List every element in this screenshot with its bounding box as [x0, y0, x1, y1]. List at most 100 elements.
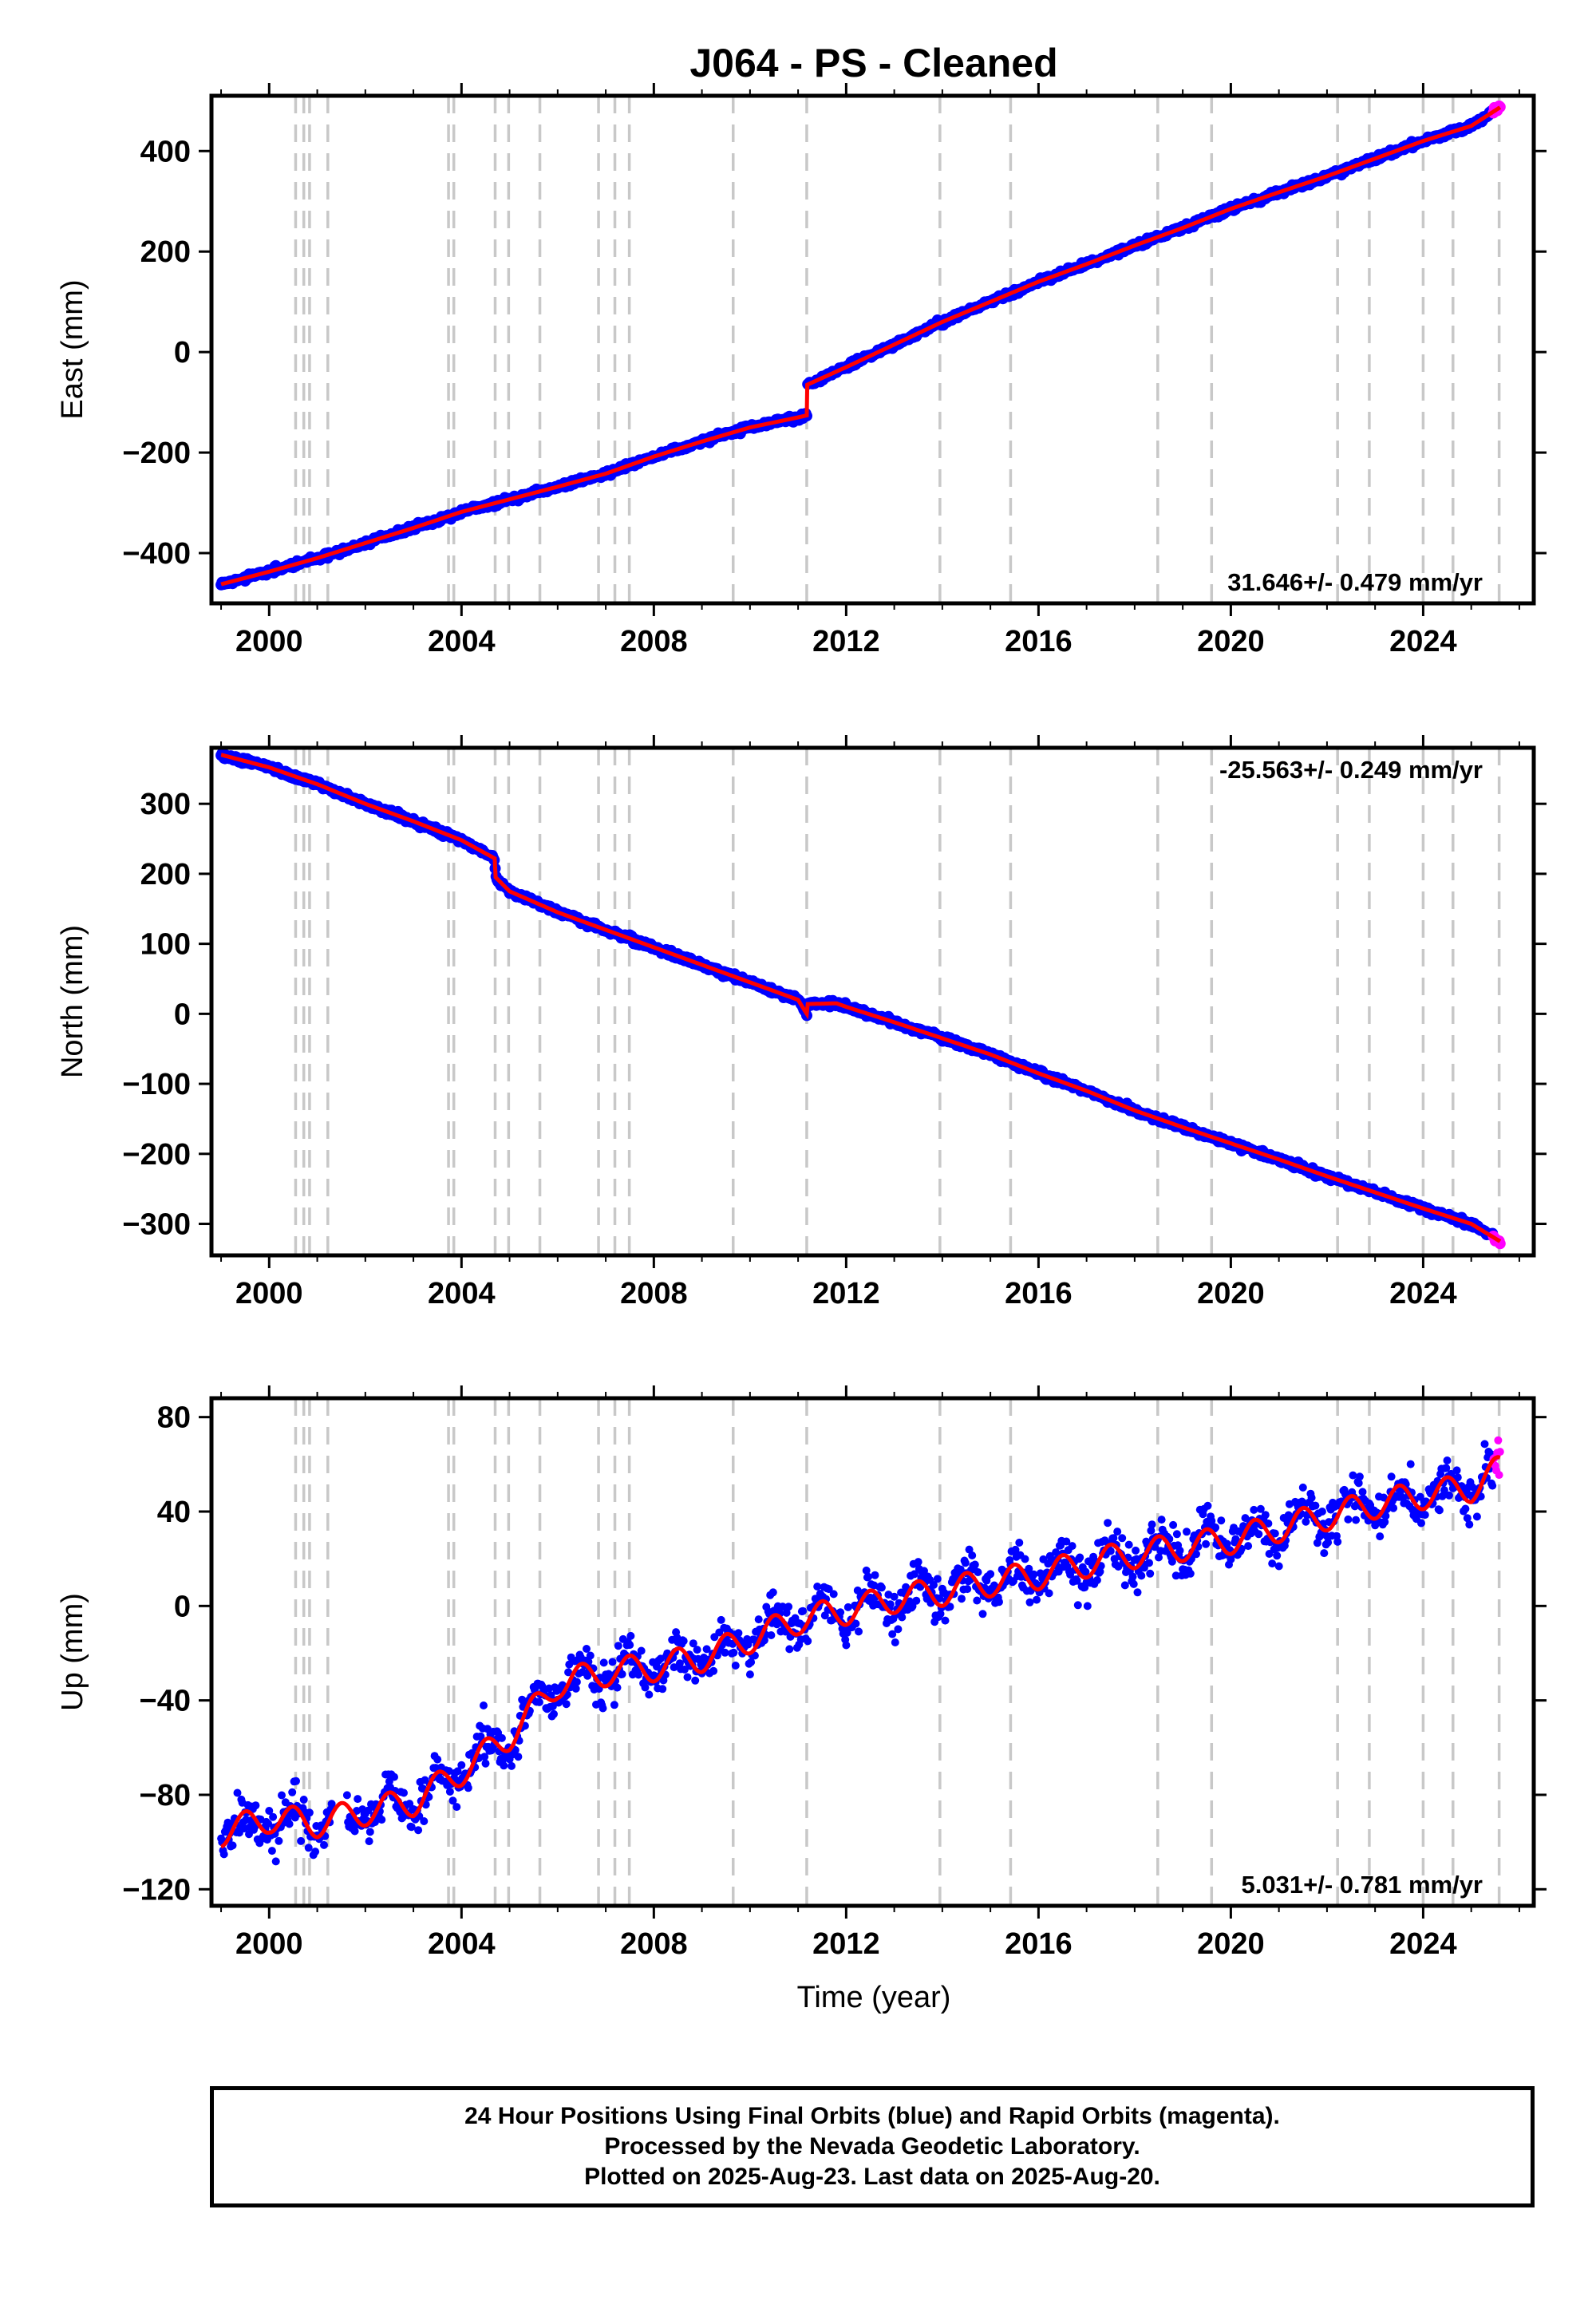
panel-north: 2000 2004 2008 2012 2016 2020 2024−300−200−100… [56, 735, 1547, 1310]
final-orbit-point [1443, 1456, 1452, 1464]
rate-annotation: 5.031+/- 0.781 mm/yr [1242, 1871, 1483, 1899]
rate-annotation: -25.563+/- 0.249 mm/yr [1219, 756, 1483, 784]
y-tick-label: −300 [122, 1208, 191, 1242]
final-orbit-point [614, 1642, 622, 1650]
final-orbit-point [1352, 1516, 1361, 1524]
final-orbit-point [986, 1570, 995, 1579]
final-orbit-point [958, 1595, 966, 1603]
final-orbit-point [734, 1629, 743, 1638]
x-tick-label: 2012 [812, 1277, 880, 1310]
x-tick-label: 2020 [1197, 1927, 1265, 1961]
final-orbit-point [464, 1784, 472, 1792]
final-orbit-point [269, 1812, 278, 1821]
final-orbit-point [1273, 1551, 1282, 1560]
final-orbit-point [535, 1697, 543, 1706]
final-orbit-point [1389, 1504, 1398, 1512]
final-orbit-point [1333, 1537, 1342, 1546]
final-orbit-point [912, 1596, 921, 1605]
final-orbit-point [400, 1788, 408, 1797]
x-tick-label: 2000 [235, 1277, 303, 1310]
final-orbit-point [550, 1709, 558, 1718]
x-tick-label: 2000 [235, 1927, 303, 1961]
y-tick-label: −200 [122, 1138, 191, 1172]
final-orbit-point [251, 1801, 260, 1810]
y-axis-label: Up (mm) [56, 1593, 89, 1711]
y-tick-label: 0 [174, 998, 191, 1031]
final-orbit-point [914, 1558, 922, 1567]
final-orbit-point [1387, 1472, 1396, 1481]
final-orbit-point [1358, 1488, 1367, 1496]
final-orbit-point [514, 1753, 523, 1761]
final-orbit-point [978, 1610, 987, 1618]
final-orbit-point [754, 1615, 763, 1624]
final-orbit-point [1029, 1570, 1038, 1579]
y-tick-label: 200 [140, 235, 191, 269]
final-orbit-point [342, 1791, 351, 1800]
final-orbit-point [1307, 1493, 1316, 1502]
final-orbit-point [1355, 1472, 1364, 1481]
final-orbit-point [855, 1627, 863, 1636]
final-orbit-point [658, 1685, 667, 1694]
final-orbit-point [305, 1808, 314, 1817]
final-orbit-point [767, 1631, 776, 1639]
final-orbit-point [219, 1850, 228, 1859]
final-orbit-point [941, 1616, 950, 1625]
final-orbit-point [497, 1733, 506, 1742]
x-tick-label: 2012 [812, 625, 880, 658]
x-tick-label: 2004 [428, 1277, 496, 1310]
final-orbit-point [1420, 1511, 1429, 1520]
rapid-orbit-point [1495, 1471, 1503, 1480]
rate-annotation: 31.646+/- 0.479 mm/yr [1227, 568, 1483, 596]
final-orbit-point [963, 1585, 972, 1594]
final-orbit-point [894, 1625, 903, 1634]
final-orbit-point [1137, 1571, 1146, 1580]
final-orbit-point [1435, 1506, 1444, 1515]
final-orbit-point [1025, 1598, 1034, 1607]
x-tick-label: 2016 [1005, 625, 1073, 658]
final-orbit-point [785, 1645, 794, 1654]
footer-line-processed: Processed by the Nevada Geodetic Laborat… [604, 2133, 1140, 2160]
final-orbit-point [572, 1678, 581, 1686]
final-orbit-point [598, 1704, 607, 1713]
final-orbit-point [1092, 1576, 1101, 1584]
final-orbit-point [877, 1583, 886, 1592]
final-orbit-point [599, 1658, 608, 1667]
final-orbit-point [1203, 1501, 1212, 1510]
final-orbit-point [304, 1844, 313, 1852]
final-orbit-point [864, 1572, 873, 1581]
final-orbit-point [1320, 1549, 1329, 1558]
final-orbit-point [1021, 1555, 1029, 1563]
final-orbit-point [829, 1590, 838, 1599]
final-orbit-point [683, 1673, 692, 1682]
final-orbit-point [1186, 1569, 1195, 1578]
final-orbit-point [1349, 1471, 1357, 1480]
y-tick-label: 200 [140, 858, 191, 891]
final-orbit-point [1480, 1440, 1489, 1448]
final-orbit-point [299, 1796, 308, 1804]
final-orbit-point [1083, 1602, 1092, 1611]
x-tick-label: 2024 [1389, 1927, 1457, 1961]
x-tick-label: 2008 [620, 1277, 688, 1310]
y-tick-label: 0 [174, 336, 191, 370]
final-orbit-point [973, 1596, 982, 1605]
final-orbit-point [365, 1837, 373, 1846]
final-orbit-point [1465, 1520, 1474, 1529]
footer-line-orbits: 24 Hour Positions Using Final Orbits (bl… [464, 2103, 1280, 2129]
final-orbit-point [1076, 1553, 1084, 1562]
x-tick-label: 2020 [1197, 625, 1265, 658]
final-orbit-point [271, 1857, 280, 1866]
y-tick-label: 400 [140, 135, 191, 168]
final-orbit-point [891, 1638, 899, 1646]
final-orbit-point [626, 1631, 635, 1640]
final-orbit-point [1073, 1601, 1082, 1610]
final-orbit-point [693, 1646, 701, 1654]
x-tick-label: 2004 [428, 625, 496, 658]
final-orbit-point [414, 1826, 423, 1835]
footer-caption-box: 24 Hour Positions Using Final Orbits (bl… [210, 2086, 1535, 2207]
final-orbit-point [745, 1670, 754, 1679]
final-orbit-point [842, 1641, 851, 1650]
final-orbit-point [1118, 1534, 1127, 1543]
y-tick-label: −120 [122, 1873, 191, 1907]
final-orbit-point [1113, 1528, 1122, 1536]
